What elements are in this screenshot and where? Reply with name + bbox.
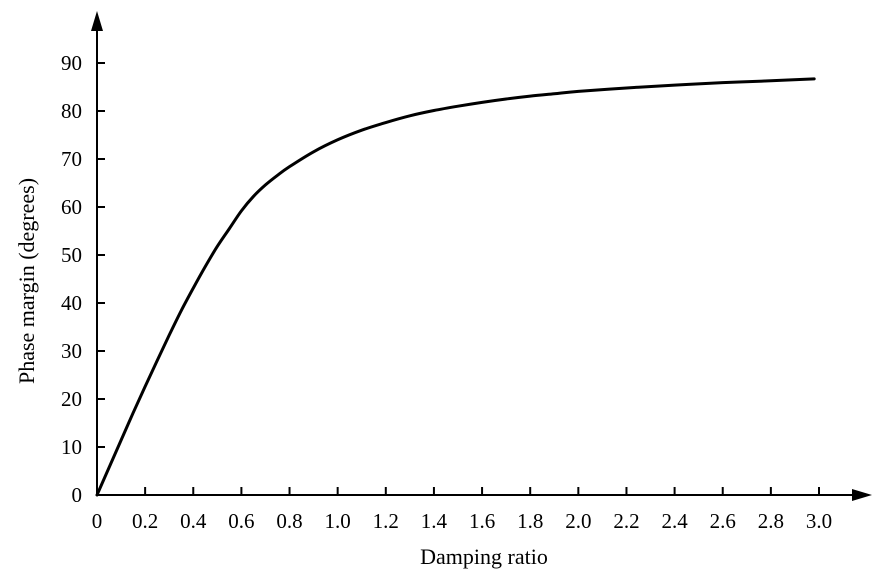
y-tick-label: 10 [61,435,82,459]
x-tick-label: 0 [92,509,103,533]
x-tick-label: 1.0 [325,509,351,533]
x-axis-title: Damping ratio [420,544,548,569]
x-tick-label: 1.8 [517,509,543,533]
x-tick-label: 0.6 [228,509,254,533]
x-tick-label: 2.8 [758,509,784,533]
y-tick-label: 50 [61,243,82,267]
y-tick-label: 70 [61,147,82,171]
plot-area [95,77,816,497]
x-tick-label: 2.4 [661,509,688,533]
y-tick-label: 90 [61,51,82,75]
x-tick-label: 0.8 [276,509,302,533]
y-tick-label: 60 [61,195,82,219]
axes [91,11,872,501]
phase-margin-curve [95,77,816,497]
y-tick-label: 0 [72,483,83,507]
y-tick-label: 20 [61,387,82,411]
x-tick-label: 2.2 [613,509,639,533]
y-tick-label: 80 [61,99,82,123]
x-tick-label: 2.0 [565,509,591,533]
y-axis-title: Phase margin (degrees) [14,178,39,384]
y-ticks: 0 10 20 30 40 50 60 70 80 90 [61,51,105,507]
y-tick-label: 30 [61,339,82,363]
x-tick-label: 2.6 [710,509,736,533]
x-ticks: 0 0.2 0.4 0.6 0.8 1.0 1.2 1.4 1.6 1.8 2.0 2.2 2.4 2.6… [92,487,832,533]
y-tick-label: 40 [61,291,82,315]
x-tick-label: 1.2 [373,509,399,533]
x-tick-label: 0.4 [180,509,207,533]
x-tick-label: 3.0 [806,509,832,533]
x-tick-label: 1.4 [421,509,448,533]
x-tick-label: 1.6 [469,509,495,533]
x-tick-label: 0.2 [132,509,158,533]
y-axis-arrow [91,11,103,31]
x-axis-arrow [852,489,872,501]
